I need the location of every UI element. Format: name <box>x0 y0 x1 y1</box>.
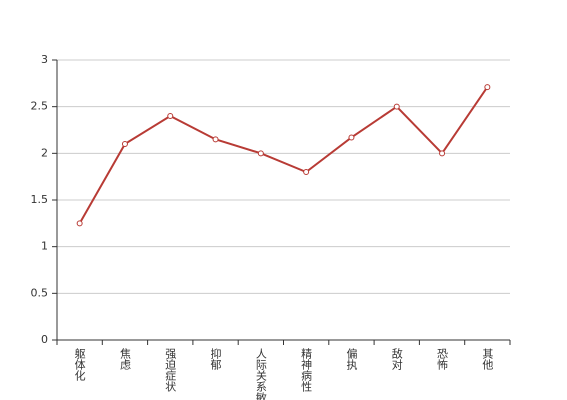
x-tick-label: 偏执 <box>345 347 358 371</box>
y-tick-label: 3 <box>41 53 48 66</box>
point <box>167 113 174 119</box>
point <box>348 134 355 141</box>
y-tick-label: 2.5 <box>31 100 49 113</box>
y-tick-label: 0.5 <box>31 286 49 299</box>
x-tick-label: 焦虑 <box>118 348 131 370</box>
y-tick-label: 0 <box>41 333 48 346</box>
x-tick-label: 恐怖 <box>436 348 449 370</box>
y-tick-label: 1.5 <box>31 193 49 206</box>
point <box>393 103 400 110</box>
x-tick-label: 抑郁 <box>209 347 222 370</box>
point <box>303 169 310 175</box>
x-tick-label: 敌对 <box>390 347 403 370</box>
x-tick-label: 躯体化 <box>73 348 86 382</box>
point <box>76 220 83 227</box>
x-tick-label: 强迫症状 <box>164 348 177 392</box>
point <box>439 150 446 157</box>
point <box>121 141 128 147</box>
x-tick-label: 其他 <box>481 348 494 370</box>
y-tick-label: 1 <box>41 240 48 253</box>
point <box>484 84 491 91</box>
line <box>78 86 489 224</box>
x-tick-label: 精神病性 <box>300 348 313 393</box>
x-tick-label: 人际关系敏感 <box>254 348 267 400</box>
y-tick-label: 2 <box>41 146 48 159</box>
point <box>212 136 219 143</box>
point <box>257 150 264 157</box>
